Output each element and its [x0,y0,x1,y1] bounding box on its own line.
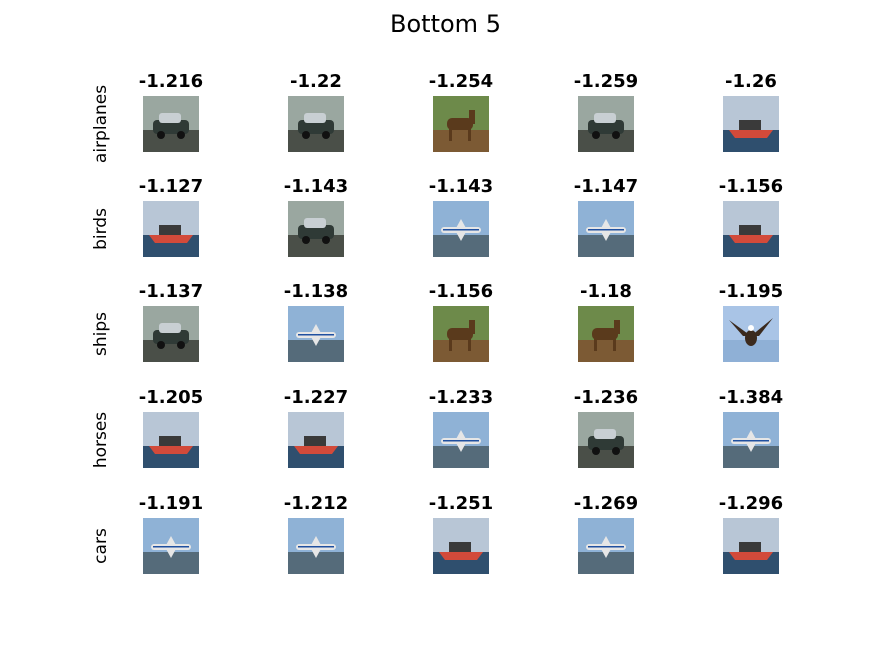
score-label: -1.259 [573,71,639,92]
score-label: -1.22 [290,71,342,92]
score-label: -1.138 [283,281,349,302]
airplane-icon [433,201,489,257]
row-label-airplanes: airplanes [91,84,111,164]
score-label: -1.127 [138,176,204,197]
score-label: -1.143 [283,176,349,197]
score-label: -1.156 [718,176,784,197]
score-label: -1.212 [283,493,349,514]
car-icon [288,201,344,257]
score-label: -1.251 [428,493,494,514]
score-label: -1.236 [573,387,639,408]
ship-icon [433,518,489,574]
horse-icon [433,96,489,152]
score-label: -1.195 [718,281,784,302]
score-label: -1.143 [428,176,494,197]
airplane-icon [143,518,199,574]
airplane-icon [723,412,779,468]
airplane-icon [288,518,344,574]
score-label: -1.296 [718,493,784,514]
score-label: -1.26 [725,71,777,92]
score-label: -1.384 [718,387,784,408]
score-label: -1.205 [138,387,204,408]
score-label: -1.191 [138,493,204,514]
ship-icon [143,201,199,257]
score-label: -1.156 [428,281,494,302]
airplane-icon [578,518,634,574]
car-icon [578,96,634,152]
row-label-cars: cars [91,528,111,564]
score-label: -1.147 [573,176,639,197]
figure-title: Bottom 5 [390,10,501,38]
score-label: -1.18 [580,281,632,302]
airplane-icon [288,306,344,362]
ship-icon [723,96,779,152]
row-label-ships: ships [91,311,111,357]
airplane-icon [433,412,489,468]
ship-icon [143,412,199,468]
ship-icon [723,201,779,257]
ship-icon [288,412,344,468]
score-label: -1.233 [428,387,494,408]
score-label: -1.254 [428,71,494,92]
airplane-icon [578,201,634,257]
bird-icon [723,306,779,362]
car-icon [143,96,199,152]
row-label-birds: birds [91,208,111,250]
ship-icon [723,518,779,574]
score-label: -1.269 [573,493,639,514]
score-label: -1.137 [138,281,204,302]
car-icon [143,306,199,362]
score-label: -1.216 [138,71,204,92]
horse-icon [433,306,489,362]
score-label: -1.227 [283,387,349,408]
horse-icon [578,306,634,362]
row-label-horses: horses [91,411,111,469]
car-icon [288,96,344,152]
car-icon [578,412,634,468]
